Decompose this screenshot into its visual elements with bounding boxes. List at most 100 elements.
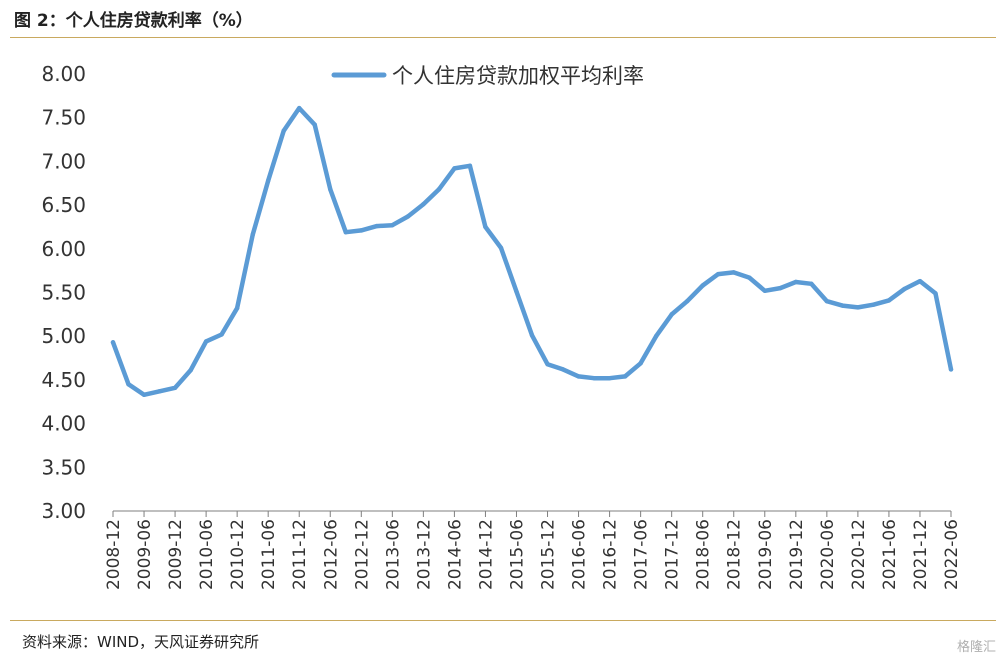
data-point bbox=[390, 223, 395, 228]
data-point bbox=[312, 122, 317, 127]
data-point bbox=[297, 105, 302, 111]
data-point bbox=[405, 214, 411, 219]
data-point bbox=[436, 187, 442, 192]
y-tick-label: 7.50 bbox=[41, 106, 86, 130]
x-tick-label: 2012-06 bbox=[321, 519, 341, 590]
x-tick-label: 2008-12 bbox=[104, 519, 124, 590]
x-tick-label: 2015-06 bbox=[507, 519, 527, 590]
x-tick-label: 2013-06 bbox=[383, 519, 403, 590]
x-axis: 2008-12 2009-06 2009-12 2010-06 2010-12 2011-… bbox=[104, 510, 962, 590]
data-point bbox=[669, 312, 674, 317]
data-point bbox=[871, 302, 876, 307]
data-point bbox=[917, 278, 923, 284]
x-tick-label: 2020-12 bbox=[849, 519, 869, 590]
data-point bbox=[514, 289, 519, 294]
data-point bbox=[203, 339, 209, 344]
data-point bbox=[933, 291, 938, 296]
data-point bbox=[265, 178, 271, 183]
y-tick-label: 4.00 bbox=[41, 412, 86, 436]
data-point bbox=[716, 271, 721, 277]
data-point bbox=[731, 270, 736, 275]
top-divider bbox=[10, 37, 996, 38]
data-point bbox=[374, 223, 380, 229]
data-point bbox=[607, 375, 612, 381]
data-point bbox=[948, 367, 954, 372]
x-tick-label: 2012-12 bbox=[352, 519, 372, 590]
legend-label: 个人住房贷款加权平均利率 bbox=[392, 64, 644, 88]
y-tick-label: 4.50 bbox=[41, 368, 86, 392]
legend: 个人住房贷款加权平均利率 bbox=[331, 64, 644, 88]
data-point bbox=[886, 298, 892, 303]
x-tick-label: 2016-12 bbox=[601, 519, 621, 590]
data-point bbox=[747, 275, 752, 280]
x-tick-label: 2016-06 bbox=[570, 519, 590, 590]
data-point bbox=[281, 128, 286, 134]
x-tick-label: 2009-06 bbox=[135, 519, 155, 590]
x-tick-label: 2017-06 bbox=[632, 519, 652, 590]
x-tick-label: 2019-12 bbox=[787, 519, 807, 590]
data-point bbox=[343, 229, 348, 235]
y-axis: 3.00 3.50 4.00 4.50 5.00 5.50 6.00 6.50 7.00 7.50… bbox=[41, 62, 86, 523]
data-point bbox=[188, 368, 193, 373]
data-point bbox=[359, 228, 364, 233]
source-note: 资料来源：WIND，天风证券研究所 bbox=[22, 633, 260, 651]
data-point bbox=[328, 187, 333, 192]
x-tick-label: 2013-12 bbox=[414, 519, 434, 590]
data-point bbox=[141, 392, 147, 397]
data-point bbox=[638, 361, 643, 366]
y-tick-label: 7.00 bbox=[41, 149, 86, 173]
x-tick-label: 2014-06 bbox=[445, 519, 465, 590]
data-point bbox=[700, 283, 705, 288]
y-tick-label: 6.00 bbox=[41, 237, 86, 261]
x-tick-label: 2011-06 bbox=[259, 519, 279, 590]
data-point bbox=[467, 163, 473, 168]
data-point bbox=[157, 389, 162, 394]
data-point bbox=[250, 232, 255, 238]
bottom-divider bbox=[10, 620, 996, 621]
x-tick-label: 2014-12 bbox=[476, 519, 496, 590]
x-tick-label: 2018-06 bbox=[694, 519, 714, 590]
data-point bbox=[591, 375, 597, 381]
data-point bbox=[576, 374, 581, 379]
data-point bbox=[793, 279, 799, 285]
data-point bbox=[824, 299, 830, 304]
watermark: 格隆汇 bbox=[956, 640, 996, 655]
data-point bbox=[545, 361, 550, 367]
data-point bbox=[126, 382, 131, 387]
data-point bbox=[560, 367, 566, 372]
x-tick-label: 2022-06 bbox=[942, 519, 962, 590]
data-point bbox=[110, 340, 116, 345]
data-point bbox=[622, 374, 628, 379]
x-tick-label: 2010-06 bbox=[197, 519, 217, 590]
x-tick-label: 2021-12 bbox=[911, 519, 931, 590]
x-tick-label: 2020-06 bbox=[818, 519, 838, 590]
x-tick-label: 2021-06 bbox=[880, 519, 900, 590]
data-point bbox=[840, 303, 845, 308]
series-line bbox=[110, 105, 954, 398]
data-point bbox=[483, 224, 488, 230]
data-point bbox=[219, 332, 224, 337]
x-tick-label: 2018-12 bbox=[725, 519, 745, 590]
x-tick-label: 2019-06 bbox=[756, 519, 776, 590]
x-tick-label: 2015-12 bbox=[539, 519, 559, 590]
x-tick-label: 2017-12 bbox=[663, 519, 683, 590]
data-point bbox=[421, 202, 426, 207]
data-point bbox=[902, 286, 907, 292]
data-point bbox=[684, 299, 690, 304]
data-point bbox=[778, 285, 783, 291]
y-tick-label: 3.00 bbox=[41, 499, 86, 523]
y-tick-label: 8.00 bbox=[41, 62, 86, 86]
data-point bbox=[762, 288, 767, 293]
data-point bbox=[234, 306, 240, 311]
x-tick-label: 2010-12 bbox=[228, 519, 248, 590]
y-tick-label: 5.50 bbox=[41, 281, 86, 305]
data-point bbox=[172, 385, 178, 390]
data-point bbox=[809, 281, 814, 286]
x-tick-label: 2011-12 bbox=[290, 519, 310, 590]
y-tick-label: 5.00 bbox=[41, 324, 86, 348]
y-tick-label: 6.50 bbox=[41, 193, 86, 217]
series-layer bbox=[110, 105, 954, 398]
x-tick-label: 2009-12 bbox=[166, 519, 186, 590]
data-point bbox=[529, 333, 535, 338]
